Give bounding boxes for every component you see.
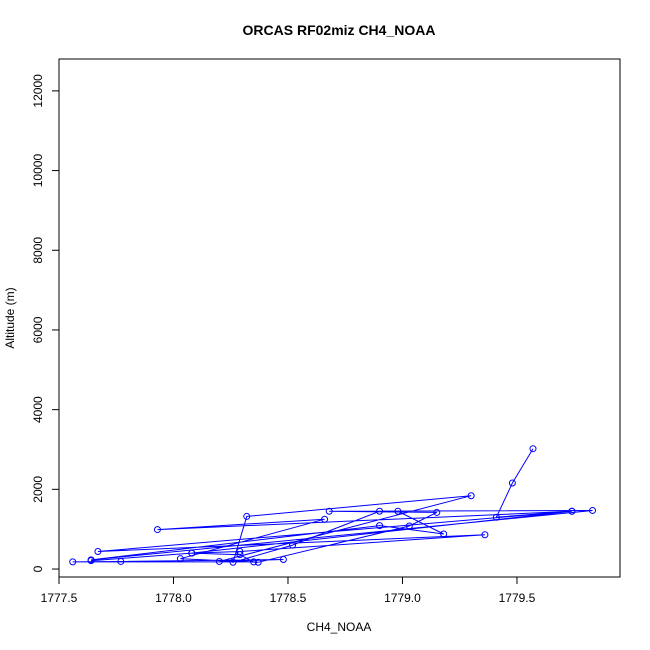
- data-point: [376, 507, 384, 515]
- data-point: [243, 512, 251, 520]
- data-point: [176, 555, 184, 563]
- data-point: [117, 557, 125, 565]
- data-point: [188, 549, 196, 557]
- data-point: [321, 515, 329, 523]
- data-point: [394, 507, 402, 515]
- y-tick-label: 2000: [31, 476, 45, 503]
- y-tick-label: 0: [31, 565, 45, 572]
- x-tick-label: 1779.5: [499, 591, 536, 605]
- x-axis-label: CH4_NOAA: [307, 620, 372, 634]
- data-point: [279, 555, 287, 563]
- data-point: [492, 513, 500, 521]
- data-point: [250, 558, 258, 566]
- data-point: [467, 492, 475, 500]
- data-point: [153, 526, 161, 534]
- data-point: [87, 557, 95, 565]
- data-point: [215, 557, 223, 565]
- data-point: [508, 479, 516, 487]
- data-point: [568, 507, 576, 515]
- y-tick-label: 4000: [31, 396, 45, 423]
- y-axis: 0 2000 4000 6000 8000 10000 12000: [31, 74, 60, 572]
- y-tick-label: 12000: [31, 74, 45, 108]
- data-point: [433, 508, 441, 516]
- y-tick-label: 6000: [31, 316, 45, 343]
- y-axis-label: Altitude (m): [3, 287, 17, 348]
- chart-title: ORCAS RF02miz CH4_NOAA: [243, 22, 436, 38]
- data-point: [440, 530, 448, 538]
- data-point: [376, 522, 384, 530]
- x-axis: 1777.5 1778.0 1778.5 1779.0 1779.5: [41, 576, 536, 605]
- series-layer: [69, 445, 597, 566]
- data-point: [325, 507, 333, 515]
- data-point: [236, 547, 244, 555]
- data-point: [589, 506, 597, 514]
- data-point: [236, 551, 244, 559]
- data-point: [94, 547, 102, 555]
- x-tick-label: 1778.5: [270, 591, 307, 605]
- y-tick-label: 10000: [31, 154, 45, 188]
- x-tick-label: 1779.0: [384, 591, 421, 605]
- y-tick-label: 8000: [31, 237, 45, 264]
- data-point: [481, 531, 489, 539]
- data-point: [405, 522, 413, 530]
- series-line: [72, 448, 593, 564]
- x-tick-label: 1777.5: [41, 591, 78, 605]
- data-point: [529, 445, 537, 453]
- x-tick-label: 1778.0: [155, 591, 192, 605]
- data-point: [69, 558, 77, 566]
- data-point: [229, 558, 237, 566]
- data-point: [254, 558, 262, 566]
- data-point: [289, 541, 297, 549]
